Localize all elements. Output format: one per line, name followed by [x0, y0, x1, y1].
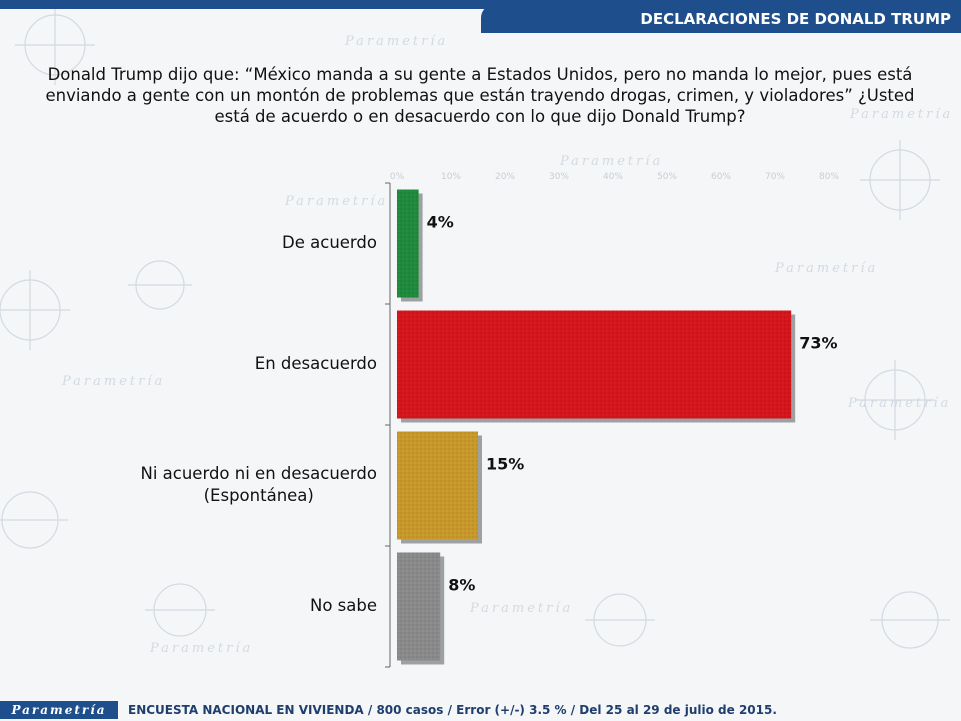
- x-tick-label: 20%: [495, 172, 515, 182]
- x-tick-label: 80%: [819, 172, 839, 182]
- bar-texture: [397, 310, 792, 419]
- bar-texture: [397, 552, 441, 661]
- x-tick-label: 50%: [657, 172, 677, 182]
- category-label: De acuerdo: [282, 232, 377, 254]
- watermark-text: Parametría Parametría Parametría Paramet…: [61, 34, 953, 656]
- svg-text:Parametría: Parametría: [149, 641, 253, 656]
- svg-text:Parametría: Parametría: [849, 107, 953, 122]
- footer-logo: Parametría: [0, 701, 118, 719]
- x-tick-label: 30%: [549, 172, 569, 182]
- survey-question: Donald Trump dijo que: “México manda a s…: [45, 65, 915, 126]
- svg-text:Parametría: Parametría: [344, 34, 448, 49]
- svg-text:Parametría: Parametría: [284, 194, 388, 209]
- category-label: No sabe: [310, 595, 377, 617]
- category-label-line: En desacuerdo: [254, 353, 377, 373]
- category-label-line: Ni acuerdo ni en desacuerdo: [140, 463, 378, 483]
- value-label: 73%: [799, 334, 837, 353]
- value-label: 8%: [448, 576, 475, 595]
- x-tick-label: 40%: [603, 172, 623, 182]
- footer: Parametría ENCUESTA NACIONAL EN VIVIENDA…: [0, 699, 961, 721]
- header-bar: [0, 0, 961, 9]
- header-title: DECLARACIONES DE DONALD TRUMP: [481, 4, 961, 33]
- category-label: En desacuerdo: [255, 353, 377, 375]
- bar-texture: [397, 189, 419, 298]
- footer-source-note: ENCUESTA NACIONAL EN VIVIENDA / 800 caso…: [128, 703, 777, 717]
- svg-text:Parametría: Parametría: [847, 396, 951, 411]
- x-tick-label: 60%: [711, 172, 731, 182]
- x-tick-label: 10%: [441, 172, 461, 182]
- category-label: Ni acuerdo ni en desacuerdo (Espontánea): [141, 463, 378, 507]
- bar-texture: [397, 431, 478, 540]
- category-label-line: No sabe: [309, 595, 377, 615]
- category-label-line: (Espontánea): [203, 485, 314, 505]
- value-label: 4%: [427, 213, 454, 232]
- value-label: 15%: [486, 455, 524, 474]
- svg-text:Parametría: Parametría: [559, 154, 663, 169]
- x-tick-label: 70%: [765, 172, 785, 182]
- svg-text:Parametría: Parametría: [774, 261, 878, 276]
- x-tick-label: 0%: [390, 172, 405, 182]
- svg-text:Parametría: Parametría: [61, 374, 165, 389]
- svg-text:Parametría: Parametría: [469, 601, 573, 616]
- category-label-line: De acuerdo: [282, 232, 377, 252]
